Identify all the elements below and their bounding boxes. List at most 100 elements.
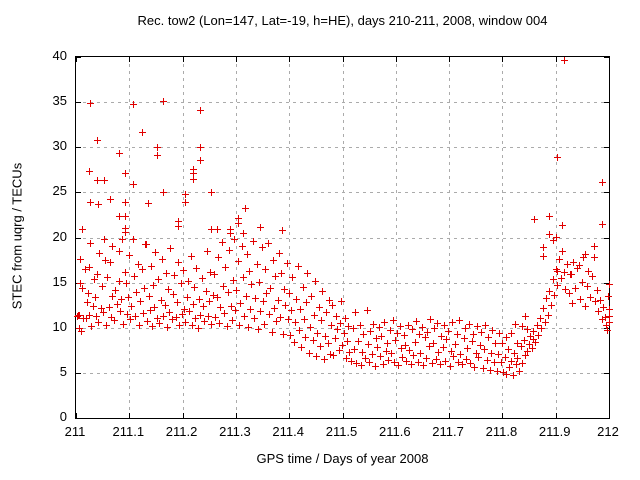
- data-point: [603, 322, 611, 330]
- data-point: [485, 334, 493, 342]
- data-point: [281, 301, 289, 309]
- data-point: [174, 259, 182, 267]
- tick-mark: [235, 57, 237, 62]
- data-point: [398, 345, 406, 352]
- data-point: [446, 363, 454, 371]
- data-point: [289, 273, 297, 281]
- data-point: [562, 286, 570, 294]
- data-point: [280, 286, 288, 294]
- data-point: [567, 271, 575, 278]
- data-point: [342, 354, 350, 362]
- data-point: [391, 359, 399, 367]
- data-point: [386, 326, 394, 334]
- data-point: [190, 176, 198, 184]
- x-tick-label: 211.6: [379, 424, 411, 439]
- tick-mark: [395, 413, 397, 418]
- data-point: [85, 168, 93, 176]
- data-point: [599, 221, 607, 229]
- grid-line-horizontal: [76, 147, 609, 149]
- data-point: [93, 177, 101, 185]
- data-point: [431, 325, 439, 333]
- data-point: [349, 325, 357, 333]
- data-point: [120, 320, 128, 328]
- data-point: [168, 316, 176, 324]
- data-point: [87, 100, 95, 108]
- tick-mark: [76, 192, 81, 194]
- data-point: [229, 277, 237, 285]
- tick-mark: [76, 102, 81, 104]
- data-point: [175, 223, 183, 231]
- data-point: [190, 169, 198, 177]
- data-point: [384, 339, 392, 347]
- data-point: [317, 343, 325, 351]
- tick-mark: [604, 237, 609, 239]
- data-point: [501, 354, 509, 362]
- data-point: [604, 326, 612, 334]
- data-point: [178, 310, 186, 318]
- tick-mark: [395, 57, 397, 62]
- data-point: [326, 351, 334, 359]
- data-point: [267, 284, 275, 292]
- data-point: [186, 308, 194, 315]
- tick-mark: [555, 413, 557, 418]
- data-point: [75, 311, 83, 319]
- tick-mark: [76, 57, 77, 62]
- data-point: [547, 301, 555, 309]
- data-point: [346, 348, 354, 356]
- data-point: [554, 281, 562, 289]
- data-point: [356, 322, 364, 330]
- data-point: [393, 329, 401, 337]
- data-point: [428, 360, 436, 368]
- data-point: [155, 275, 163, 283]
- data-point: [276, 250, 284, 258]
- tick-mark: [502, 57, 504, 62]
- data-point: [242, 292, 250, 300]
- data-point: [519, 360, 527, 368]
- data-point: [84, 298, 92, 306]
- data-point: [433, 319, 441, 327]
- data-point: [399, 354, 407, 362]
- data-point: [348, 357, 356, 365]
- data-point: [224, 289, 232, 297]
- data-point: [520, 336, 528, 344]
- data-point: [128, 303, 136, 311]
- data-point: [150, 281, 158, 289]
- data-point: [162, 270, 170, 278]
- data-point: [323, 308, 330, 316]
- data-point: [146, 307, 154, 315]
- data-point: [380, 361, 388, 369]
- data-point: [175, 217, 183, 225]
- data-point: [217, 304, 225, 312]
- data-point: [406, 346, 414, 354]
- data-point: [78, 327, 86, 335]
- grid-line-horizontal: [76, 102, 609, 104]
- x-tick-label: 211.7: [432, 424, 464, 439]
- data-point: [309, 336, 317, 344]
- data-point: [454, 359, 462, 367]
- data-point: [197, 143, 205, 151]
- data-point: [272, 272, 280, 280]
- data-point: [94, 271, 102, 278]
- data-point: [213, 293, 221, 301]
- data-point: [590, 243, 598, 251]
- data-point: [99, 282, 107, 290]
- data-point: [571, 285, 579, 293]
- data-point: [156, 319, 164, 327]
- data-point: [114, 300, 122, 308]
- data-point: [101, 235, 109, 243]
- tick-mark: [342, 413, 344, 418]
- data-point: [102, 256, 110, 264]
- data-point: [366, 358, 374, 366]
- data-point: [333, 313, 341, 321]
- data-point: [320, 355, 328, 363]
- data-point: [573, 264, 581, 272]
- data-point: [464, 345, 472, 352]
- data-point: [554, 153, 562, 161]
- x-tick-label: 212: [597, 424, 619, 439]
- data-point: [173, 298, 181, 306]
- data-point: [447, 347, 455, 355]
- data-point: [373, 335, 381, 343]
- data-point: [286, 332, 294, 340]
- data-point: [392, 336, 400, 344]
- data-point: [498, 340, 506, 348]
